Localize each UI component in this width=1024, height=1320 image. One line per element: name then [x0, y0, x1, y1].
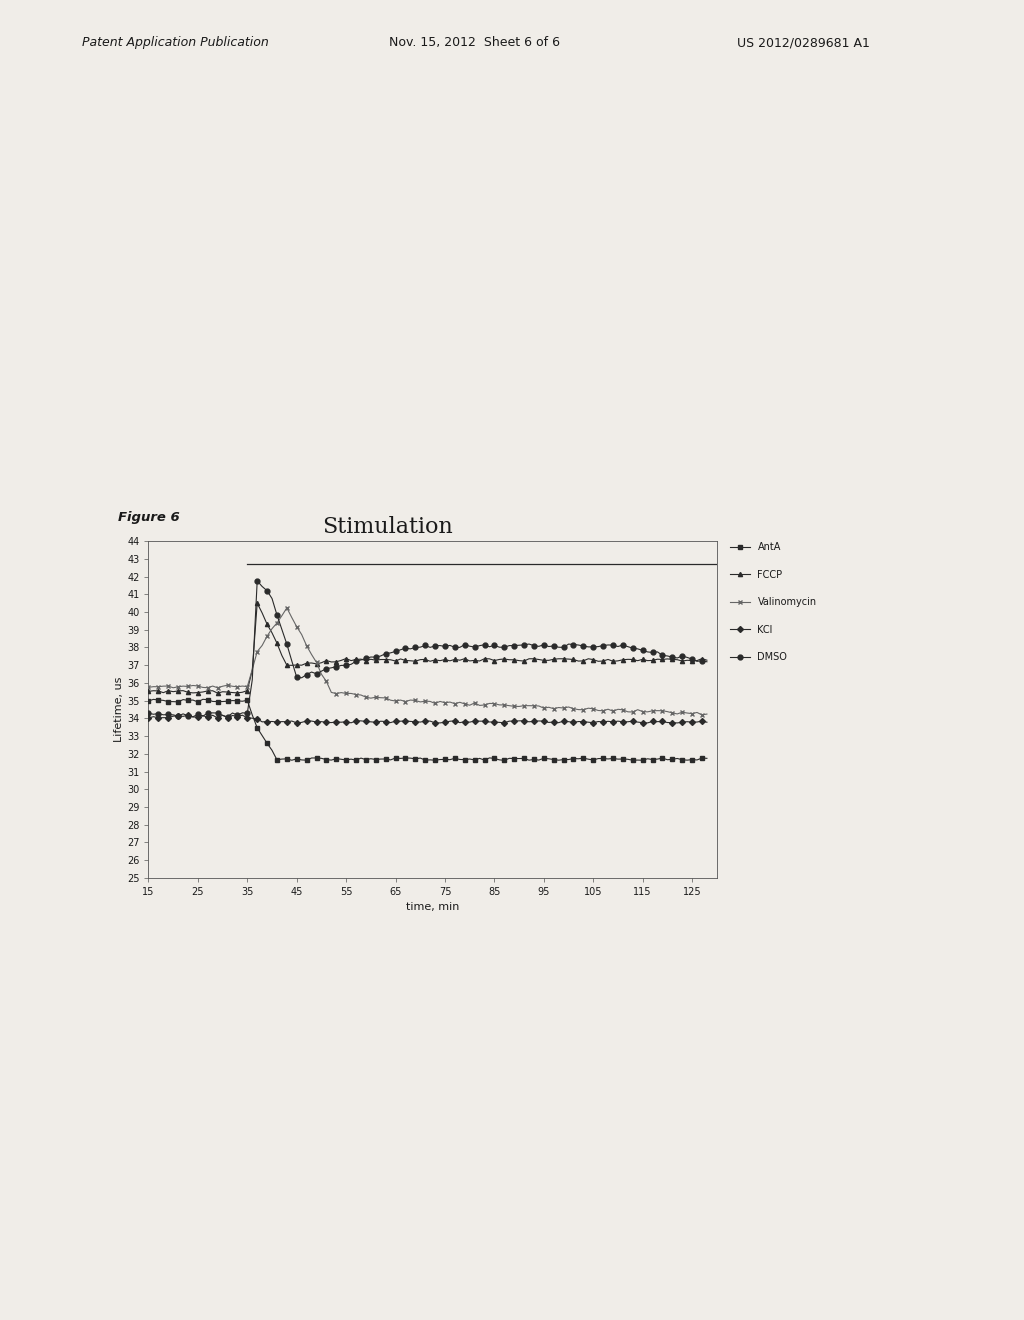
Text: Patent Application Publication: Patent Application Publication [82, 36, 268, 49]
Text: Nov. 15, 2012  Sheet 6 of 6: Nov. 15, 2012 Sheet 6 of 6 [389, 36, 560, 49]
Legend: AntA, FCCP, Valinomycin, KCl, DMSO: AntA, FCCP, Valinomycin, KCl, DMSO [727, 540, 819, 665]
Text: US 2012/0289681 A1: US 2012/0289681 A1 [737, 36, 870, 49]
Y-axis label: Lifetime, us: Lifetime, us [114, 677, 124, 742]
X-axis label: time, min: time, min [406, 903, 460, 912]
Title: Stimulation: Stimulation [322, 516, 453, 537]
Text: Figure 6: Figure 6 [118, 511, 179, 524]
